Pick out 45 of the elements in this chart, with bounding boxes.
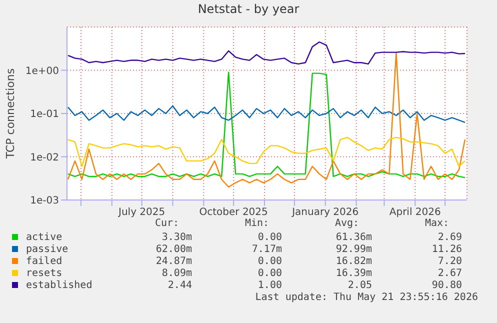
text: 1.00 — [256, 280, 283, 290]
y-tick-label: 1e-01 — [30, 109, 59, 120]
text: 0.00 — [256, 268, 283, 278]
x-tick-label: January 2026 — [291, 207, 359, 218]
text: 24.87m — [154, 256, 193, 266]
text: 61.36m — [334, 232, 373, 242]
text: 11.26 — [430, 244, 463, 254]
text: 3.30m — [160, 232, 193, 242]
y-axis-title: TCP connections — [4, 68, 17, 160]
text: 8.09m — [160, 268, 193, 278]
text: 92.99m — [334, 244, 373, 254]
legend-label: failed — [26, 256, 62, 266]
text: Max: — [424, 218, 450, 231]
text: Last update: Thu May 21 23:55:16 2026 — [254, 292, 479, 303]
text: 0.00 — [256, 232, 283, 242]
text: Cur: — [154, 218, 180, 231]
text: 2.44 — [166, 280, 193, 290]
text: 2.05 — [346, 280, 373, 290]
text: 7.20 — [436, 256, 463, 266]
text: 0.00 — [256, 256, 283, 266]
line-series — [67, 72, 466, 178]
line-series — [67, 136, 466, 167]
text: 2.67 — [436, 268, 463, 278]
text: 7.17m — [250, 244, 283, 254]
y-tick-label: 1e-03 — [30, 196, 59, 207]
chart-title: Netstat - by year — [196, 2, 300, 16]
text: 2.69 — [436, 232, 463, 242]
legend-label: established — [26, 280, 92, 290]
text: Avg: — [334, 218, 360, 231]
x-tick-label: July 2025 — [118, 207, 166, 218]
legend-label: resets — [26, 268, 62, 278]
legend-label: passive — [26, 244, 68, 254]
y-tick-label: 1e-02 — [30, 152, 59, 164]
text: Min: — [244, 218, 270, 231]
line-series — [67, 105, 466, 124]
x-tick-label: April 2026 — [389, 207, 441, 218]
line-series — [67, 41, 466, 65]
x-tick-label: October 2025 — [199, 207, 268, 218]
line-series — [67, 52, 466, 188]
text: 16.82m — [334, 256, 373, 266]
text: 90.80 — [430, 280, 463, 290]
legend-label: active — [26, 232, 62, 242]
text: 16.39m — [334, 268, 373, 278]
y-tick-label: 1e+00 — [25, 66, 59, 77]
text: 62.00m — [154, 244, 193, 254]
